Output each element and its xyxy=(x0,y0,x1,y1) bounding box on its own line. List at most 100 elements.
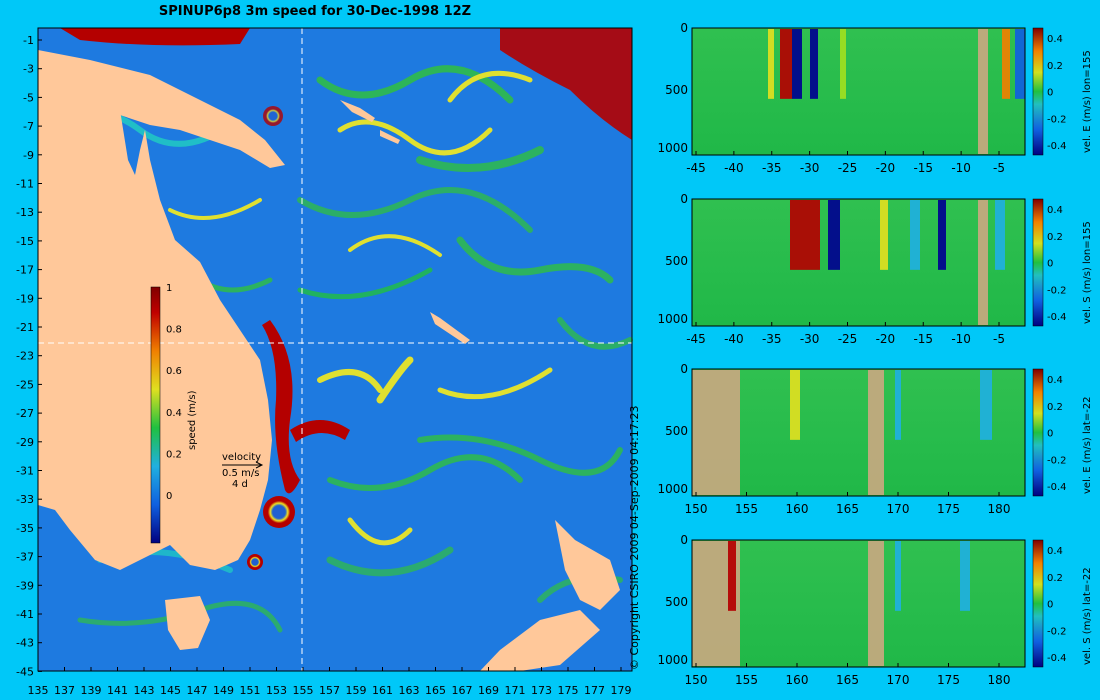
section-x-tick: -40 xyxy=(724,161,744,175)
lon-tick-label: 155 xyxy=(293,684,314,697)
section-colorbar-tick: 0.2 xyxy=(1047,61,1063,72)
section-x-tick: 165 xyxy=(836,502,859,516)
new-caledonia-land xyxy=(430,312,470,344)
section-x-tick: 175 xyxy=(937,673,960,687)
lat-tick-label: -15 xyxy=(16,235,34,248)
colorbar-tick-label: 1 xyxy=(166,283,172,294)
cape-york-land xyxy=(98,165,130,280)
section-colorbar-tick: 0.4 xyxy=(1047,375,1063,386)
lon-tick-label: 169 xyxy=(478,684,499,697)
figure-title: SPINUP6p8 3m speed for 30-Dec-1998 12Z xyxy=(158,4,472,19)
section-x-tick: -5 xyxy=(993,161,1005,175)
section-colorbar-tick: -0.2 xyxy=(1047,455,1067,466)
lon-tick-label: 137 xyxy=(54,684,75,697)
section-x-tick: -10 xyxy=(951,161,971,175)
section-colorbar-tick: -0.4 xyxy=(1047,312,1067,323)
section-x-tick: 160 xyxy=(786,673,809,687)
ne-strong-region xyxy=(500,28,632,140)
section-x-tick: -5 xyxy=(993,332,1005,346)
section-x-tick: -45 xyxy=(686,161,706,175)
lon-tick-label: 159 xyxy=(346,684,367,697)
latitude-tick-labels: -1 -3 -5 -7 -9 -11 -13 -15 -17 -19 -21 -23 -25 -27 -29… xyxy=(16,34,42,678)
lat-tick-label: -39 xyxy=(16,579,34,592)
lat-tick-label: -1 xyxy=(23,34,34,47)
section-feature xyxy=(780,29,792,99)
velocity-legend-label: velocity xyxy=(222,452,261,463)
section-panel-2: 0 500 1000 -45 -40 -35 -30 -25 -20 -15 -10 -5 0.4 0.2… xyxy=(657,192,1093,346)
section-colorbar-tick: 0.4 xyxy=(1047,205,1063,216)
lat-tick-label: -13 xyxy=(16,206,34,219)
section-feature xyxy=(895,370,901,440)
section-feature xyxy=(868,370,884,495)
lon-tick-label: 135 xyxy=(28,684,49,697)
section-x-tick: 180 xyxy=(988,502,1011,516)
section-x-tick: 165 xyxy=(836,673,859,687)
new-guinea-land xyxy=(38,50,285,168)
equatorial-jet xyxy=(60,28,250,46)
section-feature xyxy=(1002,29,1010,99)
section-x-tick: 155 xyxy=(735,502,758,516)
section-depth-tick: 0 xyxy=(680,21,688,35)
colorbar-ticks: 1 0.8 0.6 0.4 0.2 0 xyxy=(166,283,182,502)
lat-tick-label: -45 xyxy=(16,665,34,678)
section-colorbar-tick: 0 xyxy=(1047,600,1053,611)
lon-tick-label: 163 xyxy=(399,684,420,697)
section-colorbar xyxy=(1032,198,1044,327)
section-feature xyxy=(978,29,988,154)
lon-tick-label: 147 xyxy=(187,684,208,697)
section-x-tick: -25 xyxy=(838,161,858,175)
section-ylabel: vel. E (m/s) lat=-22 xyxy=(1082,396,1093,494)
section-feature xyxy=(840,29,846,99)
section-colorbar-tick: 0.2 xyxy=(1047,573,1063,584)
section-feature xyxy=(995,200,1005,270)
section-colorbar-tick: 0 xyxy=(1047,88,1053,99)
map-frame xyxy=(37,27,633,672)
section-colorbar-tick: 0.2 xyxy=(1047,402,1063,413)
lat-tick-label: -41 xyxy=(16,608,34,621)
section-depth-tick: 500 xyxy=(665,254,688,268)
current-swirls xyxy=(57,65,633,633)
lat-tick-label: -29 xyxy=(16,436,34,449)
velocity-scale: 0.5 m/s xyxy=(222,468,259,479)
section-feature xyxy=(768,29,774,99)
lat-tick-label: -25 xyxy=(16,378,34,391)
section-feature xyxy=(938,200,946,270)
section-feature xyxy=(828,200,840,270)
lon-tick-label: 179 xyxy=(611,684,632,697)
section-depth-tick: 500 xyxy=(665,83,688,97)
section-colorbar-tick: -0.4 xyxy=(1047,653,1067,664)
section-panel-3: 0 500 1000 150 155 160 165 170 175 180 0.4 0.2 0 -0.2… xyxy=(657,362,1093,516)
section-depth-tick: 1000 xyxy=(657,653,688,667)
section-panel-4: 0 500 1000 150 155 160 165 170 175 180 0.4 0.2 0 -0.2… xyxy=(657,533,1093,687)
section-feature xyxy=(880,200,888,270)
velocity-arrow-head xyxy=(255,461,264,469)
section-x-tick: 175 xyxy=(937,502,960,516)
lat-tick-label: -37 xyxy=(16,551,34,564)
lat-tick-label: -17 xyxy=(16,264,34,277)
section-colorbar-tick: 0.4 xyxy=(1047,546,1063,557)
lat-tick-label: -5 xyxy=(23,91,34,104)
section-colorbar-tick: 0 xyxy=(1047,429,1053,440)
section-colorbar-tick: -0.4 xyxy=(1047,482,1067,493)
section-panels: 0 500 1000 -45 -40 -35 -30 -25 -20 -15 -10 -5 0.4 0.2… xyxy=(657,21,1093,687)
section-feature xyxy=(790,370,800,440)
lat-tick-label: -7 xyxy=(23,120,34,133)
section-x-tick: -45 xyxy=(686,332,706,346)
section-depth-tick: 0 xyxy=(680,533,688,547)
lon-tick-label: 143 xyxy=(134,684,155,697)
colorbar-label: speed (m/s) xyxy=(187,390,198,450)
section-depth-tick: 1000 xyxy=(657,312,688,326)
lon-tick-label: 153 xyxy=(266,684,287,697)
section-x-tick: -35 xyxy=(762,161,782,175)
lat-tick-label: -11 xyxy=(16,178,34,191)
section-x-tick: 180 xyxy=(988,673,1011,687)
section-panel-1: 0 500 1000 -45 -40 -35 -30 -25 -20 -15 -10 -5 0.4 0.2… xyxy=(657,21,1093,175)
lon-tick-label: 139 xyxy=(81,684,102,697)
section-field xyxy=(692,540,1025,667)
section-frame xyxy=(691,368,1026,497)
section-colorbar-tick: 0.2 xyxy=(1047,232,1063,243)
section-x-tick: -25 xyxy=(838,332,858,346)
section-field xyxy=(692,369,1025,496)
tasmania-land xyxy=(165,596,210,650)
section-colorbar xyxy=(1032,27,1044,156)
